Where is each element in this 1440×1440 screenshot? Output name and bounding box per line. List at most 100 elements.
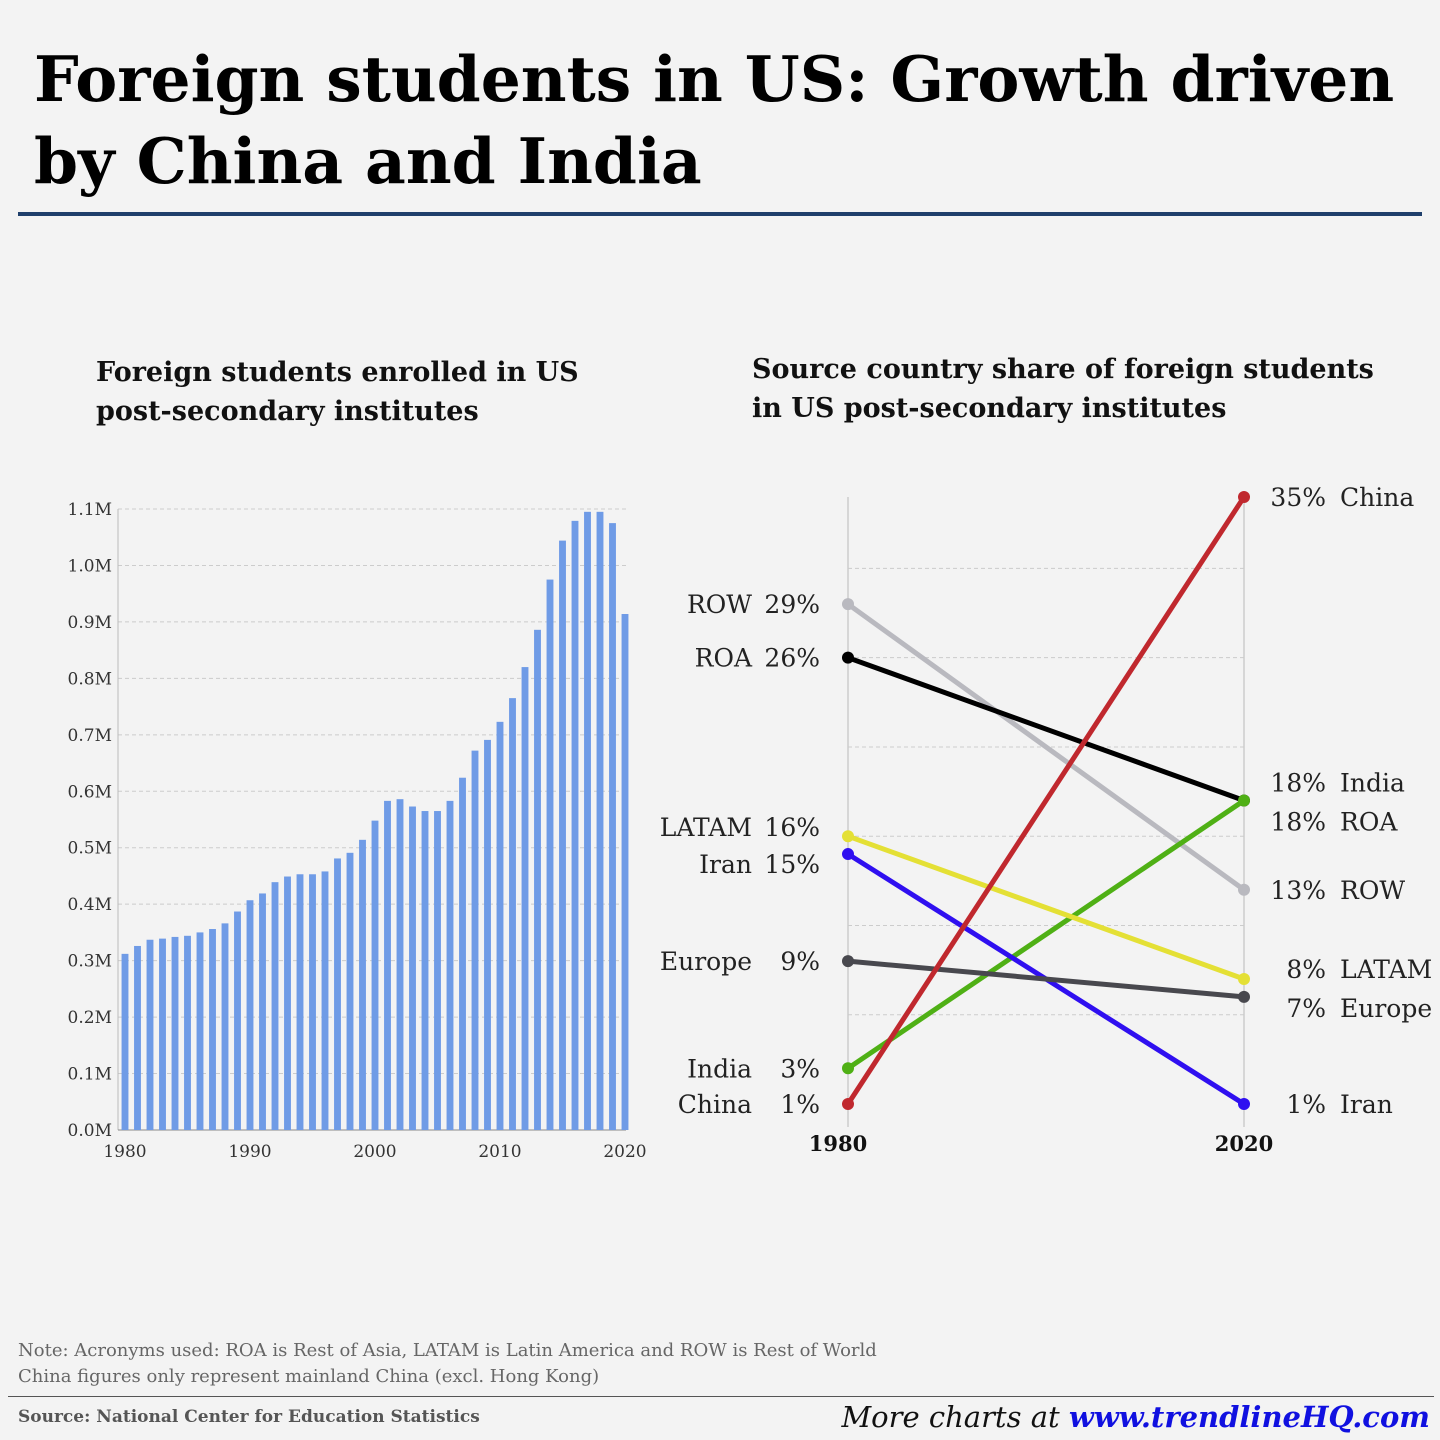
footer-rule [8,1396,1434,1397]
bar-2001 [384,800,391,1130]
bar-1994 [296,874,304,1130]
bar-2005 [434,811,441,1130]
bar-2020 [621,614,629,1130]
bar-2014 [546,579,554,1130]
bar-x-tick-label: 1990 [228,1142,271,1162]
bar-2000 [371,820,379,1130]
website-link[interactable]: www.trendlineHQ.com [1068,1400,1430,1434]
bar-1997 [334,858,341,1130]
start-label-row: ROW [687,590,752,619]
point-start-china [842,1098,854,1110]
start-value-roa: 26% [764,644,820,673]
bar-x-tick-label: 1980 [103,1142,146,1162]
bar-2019 [609,523,616,1130]
start-value-iran: 15% [764,850,820,879]
bar-y-tick-label: 0.9M [68,613,112,633]
bar-2011 [509,698,516,1130]
series-line-china [845,494,1247,1107]
start-value-europe: 9% [780,947,820,976]
series-line-latam [845,833,1247,982]
bar-y-tick-label: 0.0M [68,1121,112,1141]
bar-1990 [246,900,254,1130]
bar-y-tick-label: 0.6M [68,782,112,802]
bar-2006 [446,800,454,1130]
bar-y-tick-label: 0.1M [68,1065,112,1085]
bar-x-tick-label: 2010 [478,1142,521,1162]
end-value-latam: 8% [1286,955,1326,984]
bar-1989 [234,911,241,1130]
end-value-iran: 1% [1286,1090,1326,1119]
start-value-china: 1% [780,1090,820,1119]
bar-y-tick-label: 0.2M [68,1008,112,1028]
bar-1992 [271,882,279,1130]
bar-2002 [396,799,404,1130]
end-label-row: ROW [1340,876,1405,905]
bar-x-tick-label: 2020 [603,1142,646,1162]
bar-2004 [421,811,429,1130]
end-value-roa: 18% [1270,808,1326,837]
point-start-india [842,1062,854,1075]
bar-1988 [221,923,229,1130]
bar-2017 [584,511,591,1130]
bar-1999 [359,839,366,1130]
start-label-roa: ROA [695,644,753,673]
bar-1995 [309,874,316,1130]
bar-1985 [184,935,191,1130]
bar-y-tick-label: 0.4M [68,895,112,915]
bar-1991 [259,893,266,1130]
start-label-latam: LATAM [660,813,752,842]
series-line-roa [845,655,1247,803]
end-label-europe: Europe [1340,994,1432,1023]
end-value-europe: 7% [1286,994,1326,1023]
series-line-europe [845,958,1247,1000]
bar-y-tick-label: 0.8M [68,669,112,689]
end-value-india: 18% [1270,769,1326,798]
start-label-europe: Europe [660,947,752,976]
bar-2008 [471,750,479,1130]
end-label-china: China [1340,483,1414,512]
bar-1993 [284,876,291,1130]
start-value-row: 29% [764,590,820,619]
bar-y-tick-label: 1.1M [68,500,112,520]
bar-1980 [121,953,129,1130]
end-value-china: 35% [1270,483,1326,512]
bar-1983 [159,938,166,1130]
bar-2016 [571,520,579,1130]
start-label-china: China [678,1090,752,1119]
page-title: Foreign students in US: Growth driven by… [34,42,1395,198]
start-label-iran: Iran [699,850,752,879]
more-charts-prefix: More charts at [841,1400,1069,1434]
bar-1981 [134,945,141,1130]
bar-1984 [171,936,179,1130]
bar-2010 [496,721,504,1130]
bar-chart-title: Foreign students enrolled in US post-sec… [96,357,579,427]
point-start-iran [842,848,854,861]
bar-2009 [484,739,491,1130]
bar-1987 [209,929,216,1130]
bar-y-tick-label: 0.7M [68,726,112,746]
point-start-row [842,598,854,611]
bar-1982 [146,939,154,1130]
slope-chart-title: Source country share of foreign students… [752,354,1374,424]
bar-2012 [521,667,529,1130]
source-note: Source: National Center for Education St… [18,1407,480,1427]
bar-1986 [196,932,204,1130]
end-label-roa: ROA [1340,808,1398,837]
note-line: Note: Acronyms used: ROA is Rest of Asia… [18,1340,877,1361]
point-start-europe [842,955,854,968]
point-end-china [1238,491,1250,503]
bar-y-tick-label: 0.5M [68,839,112,859]
end-value-row: 13% [1270,876,1326,905]
title-rule [18,212,1422,216]
bar-2013 [534,629,541,1130]
bar-2018 [596,511,604,1130]
point-end-row [1238,883,1250,896]
bar-2015 [559,540,566,1130]
bar-y-tick-label: 1.0M [68,556,112,576]
bar-1998 [346,852,354,1130]
series-line-india [845,798,1247,1071]
start-value-latam: 16% [764,813,820,842]
slope-x-label-start: 1980 [809,1131,867,1156]
end-label-iran: Iran [1340,1090,1393,1119]
